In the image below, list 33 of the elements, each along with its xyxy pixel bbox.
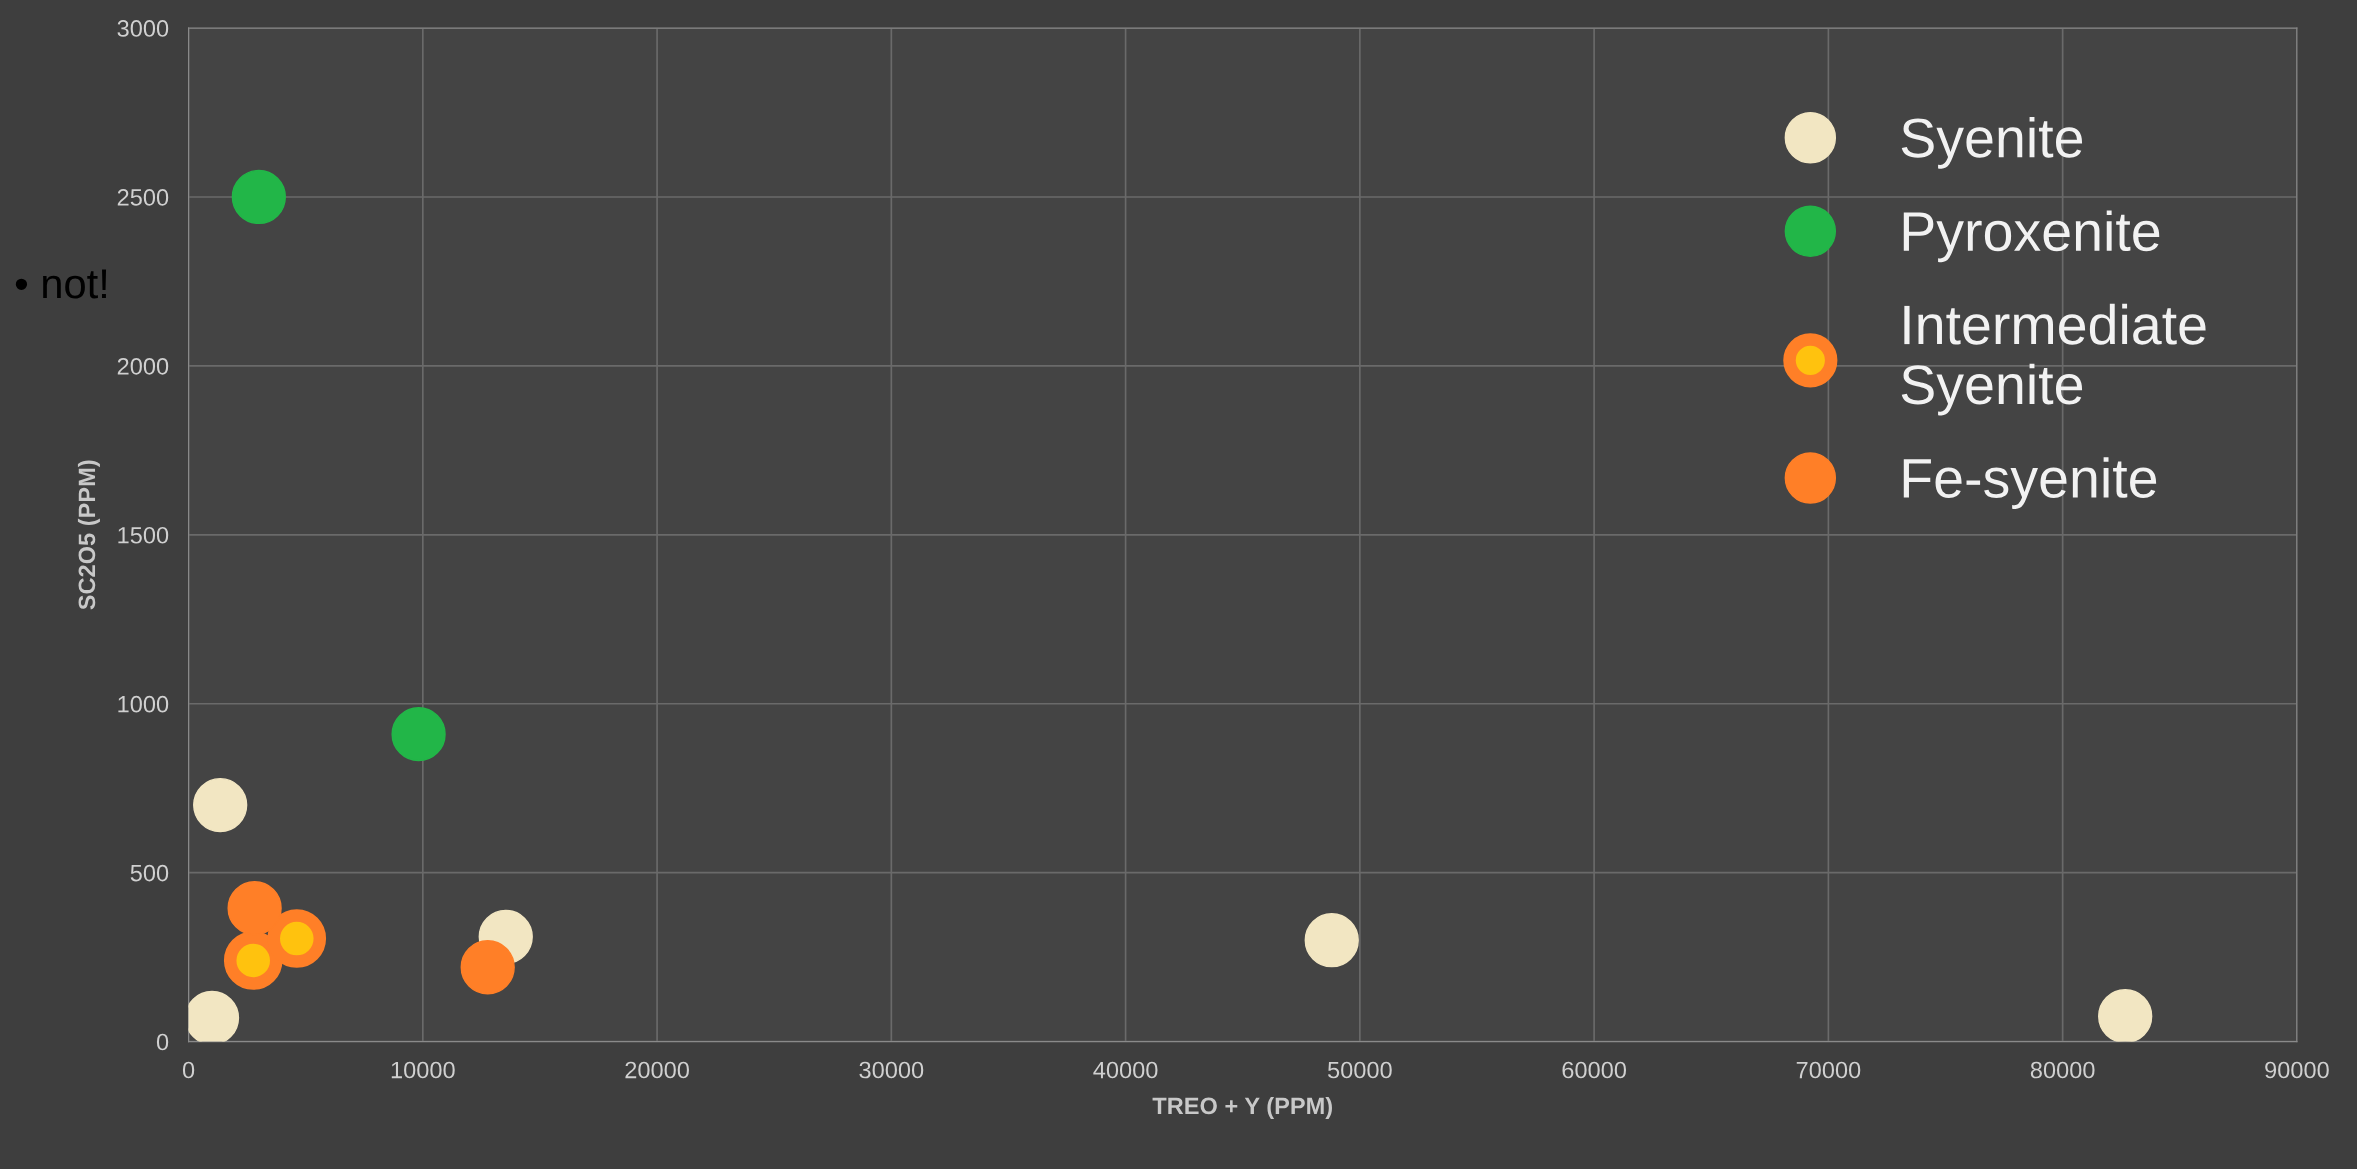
y-axis-title: SC2O5 (PPM) <box>77 460 100 610</box>
x-tick-label: 90000 <box>2265 1061 2329 1079</box>
x-tick-label: 0 <box>182 1061 195 1079</box>
x-tick-label: 20000 <box>625 1061 689 1079</box>
point <box>1304 913 1359 968</box>
x-tick-label: 80000 <box>2030 1061 2095 1079</box>
x-tick-label: 70000 <box>1796 1061 1861 1079</box>
x-tick-label: 10000 <box>391 1061 455 1079</box>
legend-label: Intermediate Syenite <box>1901 303 2206 416</box>
x-tick-label: 40000 <box>1093 1061 1158 1079</box>
legend-label: Syenite <box>1901 116 2083 169</box>
point <box>391 707 446 762</box>
x-tick-label: 60000 <box>1562 1061 1627 1079</box>
y-tick-label: 3000 <box>117 20 169 37</box>
text: • not! <box>15 269 107 299</box>
point <box>227 880 282 936</box>
point <box>193 777 248 833</box>
x-tick-label: 50000 <box>1327 1061 1392 1079</box>
point <box>267 909 327 968</box>
y-tick-label: 2000 <box>117 357 169 375</box>
x-tick-label: 30000 <box>859 1061 924 1079</box>
y-tick-label: 2500 <box>117 189 169 206</box>
y-tick-label: 1000 <box>118 695 169 713</box>
point <box>460 940 515 995</box>
y-tick-label: 0 <box>156 1033 169 1051</box>
legend-label: Pyroxenite <box>1903 210 2160 263</box>
point <box>223 931 283 990</box>
point <box>2098 989 2153 1042</box>
y-tick-label: 1500 <box>118 526 169 544</box>
x-axis-title: TREO + Y (PPM) <box>1152 1096 1332 1119</box>
legend-label: Fe-syenite <box>1903 457 2157 509</box>
point <box>231 169 286 225</box>
y-tick-label: 500 <box>130 864 169 882</box>
